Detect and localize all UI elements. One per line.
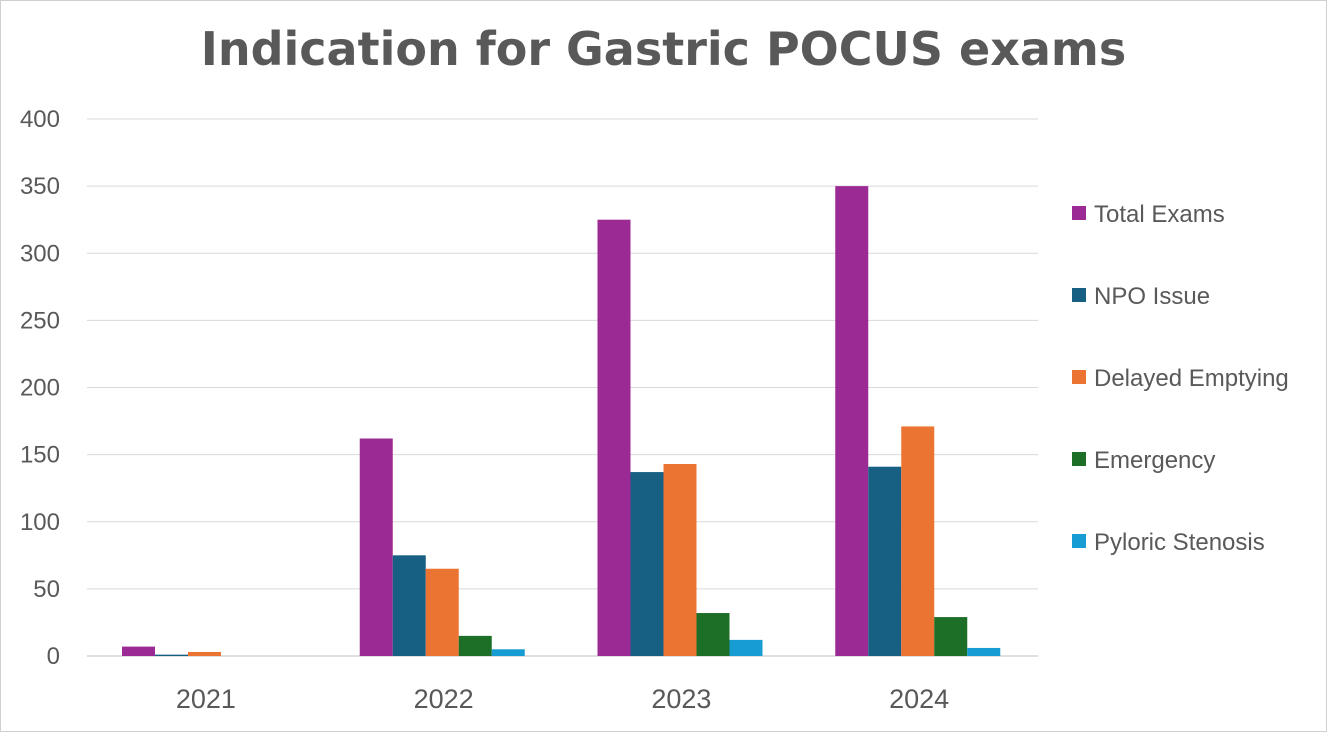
x-tick-label: 2024 xyxy=(889,684,949,714)
y-tick-label: 50 xyxy=(33,576,60,603)
legend-label: Total Exams xyxy=(1094,201,1225,228)
bar-emergency xyxy=(458,635,492,656)
x-tick-label: 2022 xyxy=(414,684,474,714)
legend-label: Pyloric Stenosis xyxy=(1094,529,1265,556)
y-tick-label: 400 xyxy=(20,106,60,133)
bar-delayed-emptying xyxy=(663,464,697,656)
bar-emergency xyxy=(696,613,730,656)
legend-swatch xyxy=(1072,288,1086,302)
bar-total-exams xyxy=(122,646,155,656)
legend: Total Exams NPO Issue Delayed Emptying Emer… xyxy=(1072,201,1289,556)
x-tick-label: 2023 xyxy=(651,684,711,714)
bar-delayed-emptying xyxy=(901,426,935,656)
chart-title: Indication for Gastric POCUS exams xyxy=(200,22,1127,76)
bar-pyloric-stenosis xyxy=(729,639,763,656)
bar-total-exams xyxy=(597,219,631,656)
bars xyxy=(122,186,1001,656)
bar-npo-issue xyxy=(868,466,902,656)
bar-npo-issue xyxy=(155,654,188,656)
bar-delayed-emptying xyxy=(188,651,221,656)
y-tick-label: 150 xyxy=(20,442,60,469)
legend-swatch xyxy=(1072,452,1086,466)
bar-npo-issue xyxy=(392,555,426,656)
bar-pyloric-stenosis xyxy=(967,647,1001,656)
y-tick-label: 200 xyxy=(20,375,60,402)
x-axis: 2021 2022 2023 2024 xyxy=(176,684,949,714)
bar-total-exams xyxy=(359,438,393,656)
legend-swatch xyxy=(1072,206,1086,220)
y-tick-label: 0 xyxy=(47,643,60,670)
legend-label: Emergency xyxy=(1094,447,1215,474)
y-axis: 0 50 100 150 200 250 300 350 400 xyxy=(20,106,60,670)
bar-total-exams xyxy=(835,186,869,656)
x-tick-label: 2021 xyxy=(176,684,236,714)
legend-label: NPO Issue xyxy=(1094,283,1210,310)
y-tick-label: 250 xyxy=(20,307,60,334)
legend-swatch xyxy=(1072,534,1086,548)
bar-delayed-emptying xyxy=(425,568,459,656)
bar-emergency xyxy=(934,617,968,656)
y-tick-label: 300 xyxy=(20,240,60,267)
legend-label: Delayed Emptying xyxy=(1094,365,1289,392)
y-tick-label: 100 xyxy=(20,509,60,536)
bar-pyloric-stenosis xyxy=(491,649,525,656)
bar-npo-issue xyxy=(630,472,664,656)
y-tick-label: 350 xyxy=(20,173,60,200)
legend-swatch xyxy=(1072,370,1086,384)
